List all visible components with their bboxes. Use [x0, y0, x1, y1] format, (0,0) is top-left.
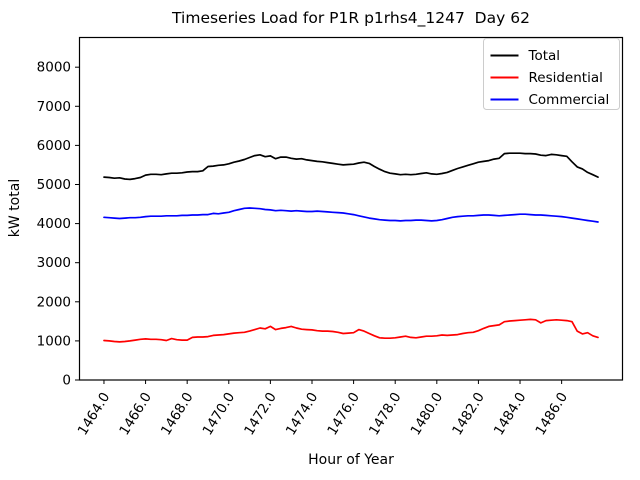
y-tick-label: 5000	[37, 177, 71, 193]
y-tick-label: 1000	[37, 333, 71, 349]
legend-label-residential: Residential	[529, 70, 603, 86]
x-axis-label: Hour of Year	[308, 452, 394, 468]
commercial-line	[103, 207, 599, 223]
chart-title: Timeseries Load for P1R p1rhs4_1247 Day …	[171, 9, 530, 28]
y-tick-label: 0	[62, 373, 71, 389]
y-axis-label: kW total	[7, 179, 23, 237]
y-tick-label: 2000	[37, 294, 71, 310]
series-lines	[103, 152, 599, 343]
y-axis-ticks: 0 1000 2000 3000 4000 5000 6000 7000 8000	[37, 60, 79, 389]
y-tick-label: 3000	[37, 255, 71, 271]
y-tick-label: 6000	[37, 138, 71, 154]
y-tick-label: 8000	[37, 60, 71, 76]
total-line	[103, 152, 599, 181]
plot-frame	[78, 36, 624, 381]
legend: Total Residential Commercial	[483, 38, 620, 110]
legend-label-commercial: Commercial	[529, 92, 610, 108]
y-tick-label: 7000	[37, 99, 71, 115]
legend-label-total: Total	[528, 48, 561, 64]
y-tick-label: 4000	[37, 216, 71, 232]
residential-line	[103, 318, 599, 343]
